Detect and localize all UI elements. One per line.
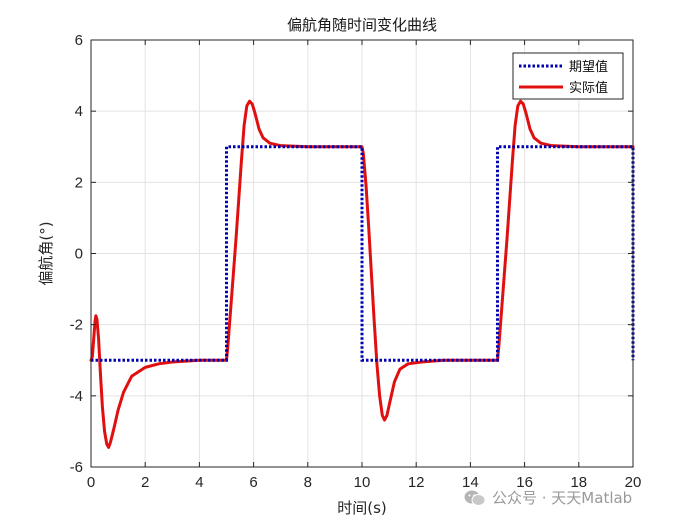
y-tick-label: 4	[75, 103, 83, 120]
y-tick-label: -4	[70, 388, 83, 405]
y-tick-label: 2	[75, 174, 83, 191]
x-tick-label: 6	[249, 474, 257, 491]
x-tick-label: 0	[87, 474, 95, 491]
y-tick-label: 0	[75, 246, 83, 263]
legend-label-2: 实际值	[569, 80, 608, 96]
y-tick-label: -2	[70, 317, 83, 334]
plot-lines	[89, 99, 635, 449]
x-tick-label: 12	[408, 474, 425, 491]
series-line-2	[89, 99, 635, 449]
x-axis-label: 时间(s)	[337, 499, 387, 517]
series-line-1	[91, 145, 635, 362]
axis-ticks: 0 2 4 6 8 10 12 14 16 18 20 -6 -4 -2 0 2 4 6	[70, 32, 642, 491]
chart-title: 偏航角随时间变化曲线	[287, 16, 437, 34]
watermark-text: 公众号 · 天天Matlab	[492, 489, 633, 507]
x-tick-label: 2	[141, 474, 149, 491]
x-tick-label: 4	[195, 474, 203, 491]
x-tick-label: 20	[625, 474, 642, 491]
y-axis-label: 偏航角(°)	[37, 221, 55, 285]
wechat-icon	[464, 490, 486, 506]
x-tick-label: 18	[570, 474, 587, 491]
x-tick-label: 10	[354, 474, 371, 491]
x-tick-label: 14	[462, 474, 479, 491]
x-tick-label: 8	[304, 474, 312, 491]
legend-box	[512, 52, 624, 100]
y-tick-label: 6	[75, 32, 83, 49]
watermark: 公众号 · 天天Matlab	[464, 487, 632, 508]
y-tick-label: -6	[70, 459, 83, 476]
x-tick-label: 16	[516, 474, 533, 491]
legend-label-1: 期望值	[569, 59, 608, 75]
